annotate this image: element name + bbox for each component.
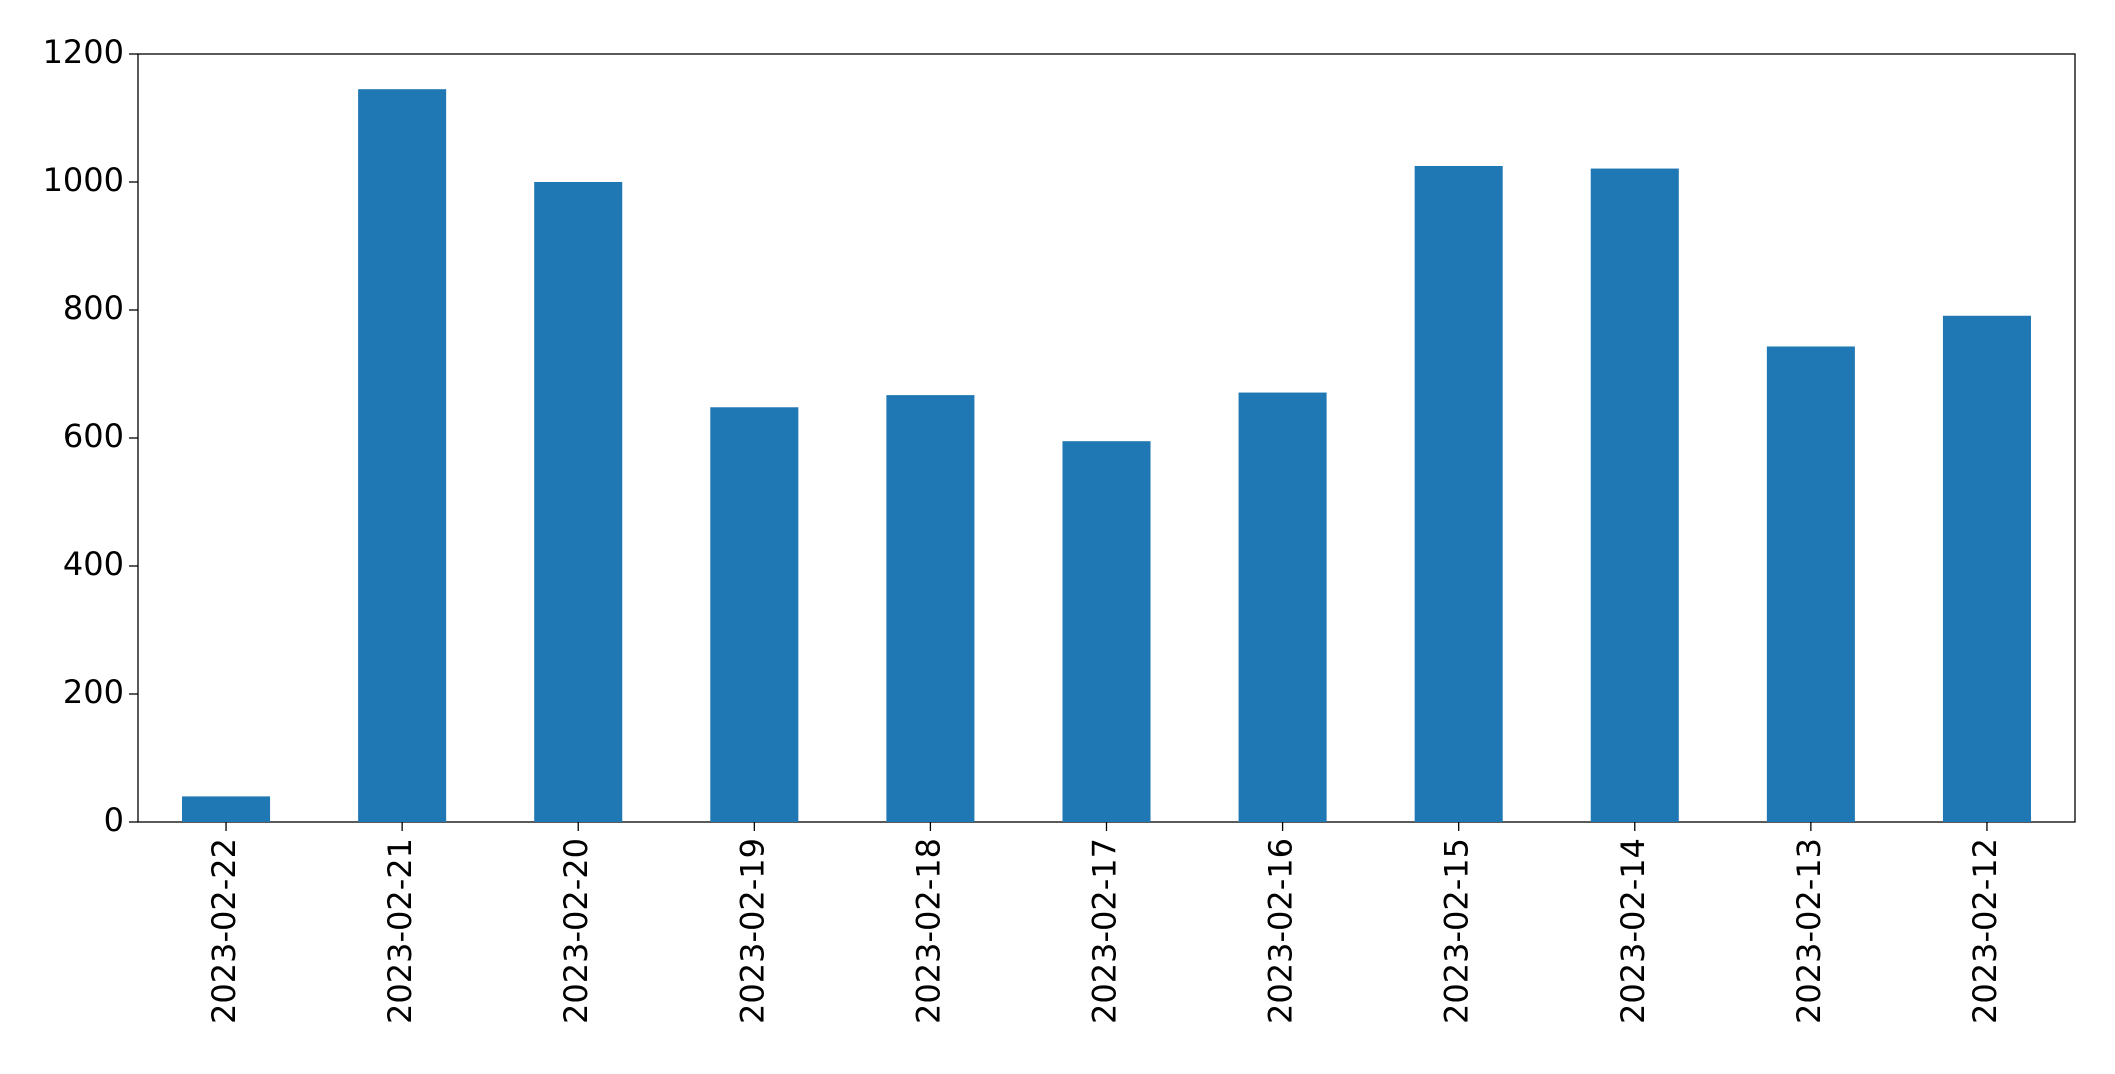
y-tick-label: 1200: [43, 33, 124, 71]
bar: [1238, 392, 1327, 822]
bar: [886, 395, 975, 822]
x-tick-label: 2023-02-15: [1438, 838, 1476, 1024]
y-tick-label: 1000: [43, 161, 124, 199]
x-tick-label: 2023-02-18: [909, 838, 947, 1024]
x-tick-label: 2023-02-19: [733, 838, 771, 1024]
bar: [1590, 168, 1679, 822]
x-tick-label: 2023-02-12: [1966, 838, 2004, 1024]
y-tick-label: 400: [63, 545, 124, 583]
bar: [710, 407, 799, 822]
bar: [358, 89, 447, 822]
bar: [1062, 441, 1151, 822]
bar: [534, 182, 623, 822]
y-tick-label: 200: [63, 673, 124, 711]
bar: [182, 796, 271, 822]
bar: [1414, 166, 1503, 822]
x-tick-label: 2023-02-14: [1614, 838, 1652, 1024]
y-tick-label: 800: [63, 289, 124, 327]
x-tick-label: 2023-02-17: [1086, 838, 1124, 1024]
bar: [1766, 346, 1855, 822]
x-tick-label: 2023-02-13: [1790, 838, 1828, 1024]
bar: [1942, 315, 2031, 822]
x-tick-label: 2023-02-22: [205, 838, 243, 1024]
x-tick-label: 2023-02-16: [1262, 838, 1300, 1024]
y-tick-label: 600: [63, 417, 124, 455]
y-tick-label: 0: [104, 801, 124, 839]
x-tick-label: 2023-02-21: [381, 838, 419, 1024]
x-tick-label: 2023-02-20: [557, 838, 595, 1024]
